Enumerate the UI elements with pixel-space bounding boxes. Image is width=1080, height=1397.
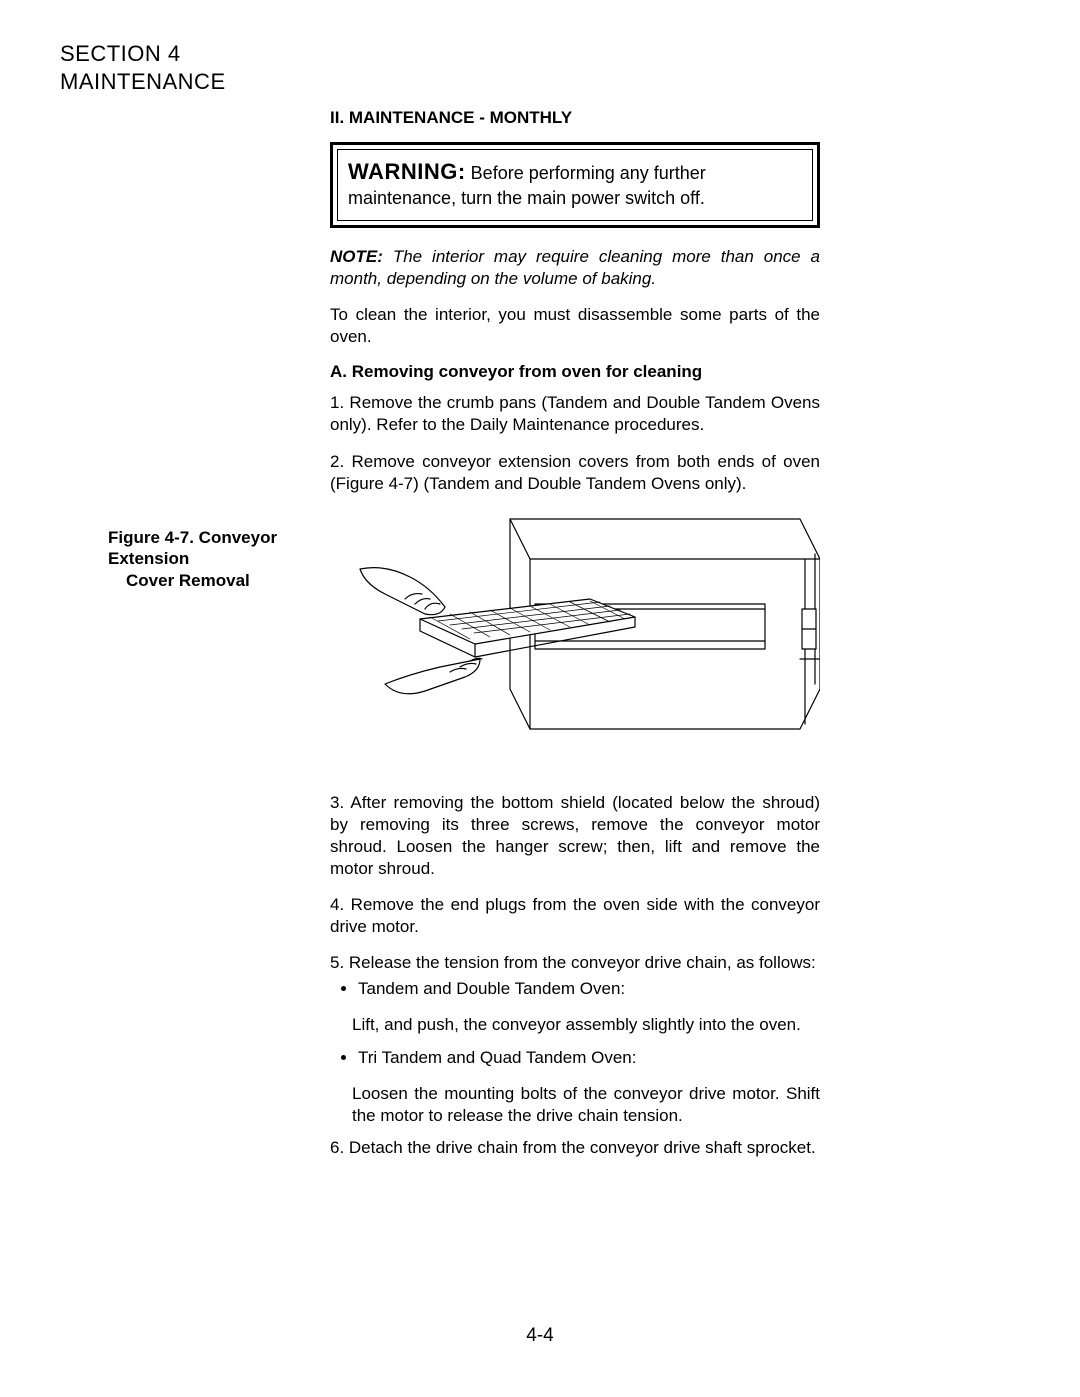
content-column: II. MAINTENANCE - MONTHLY WARNING: Befor… xyxy=(330,108,820,1173)
step-3: 3. After removing the bottom shield (loc… xyxy=(330,792,820,880)
note: NOTE: The interior may require cleaning … xyxy=(330,246,820,290)
section-header: SECTION 4 MAINTENANCE xyxy=(60,40,226,95)
intro-text: To clean the interior, you must disassem… xyxy=(330,304,820,348)
monthly-heading: II. MAINTENANCE - MONTHLY xyxy=(330,108,820,128)
bullet-tandem: Tandem and Double Tandem Oven: xyxy=(358,978,820,1000)
bullet-tandem-body: Lift, and push, the conveyor assembly sl… xyxy=(334,1014,820,1036)
oven-variant-list-2: Tri Tandem and Quad Tandem Oven: xyxy=(330,1047,820,1069)
bullet-tri-quad: Tri Tandem and Quad Tandem Oven: xyxy=(358,1047,820,1069)
step-2: 2. Remove conveyor extension covers from… xyxy=(330,451,820,495)
step-4: 4. Remove the end plugs from the oven si… xyxy=(330,894,820,938)
section-number: SECTION 4 xyxy=(60,40,226,68)
warning-label: WARNING: xyxy=(348,159,466,184)
section-title: MAINTENANCE xyxy=(60,68,226,96)
conveyor-illustration xyxy=(330,509,820,774)
step-1: 1. Remove the crumb pans (Tandem and Dou… xyxy=(330,392,820,436)
page-number: 4-4 xyxy=(0,1325,1080,1347)
note-body: The interior may require cleaning more t… xyxy=(330,247,820,288)
warning-text: WARNING: Before performing any further m… xyxy=(348,163,706,208)
warning-box-inner: WARNING: Before performing any further m… xyxy=(337,149,813,221)
oven-variant-list: Tandem and Double Tandem Oven: xyxy=(330,978,820,1000)
warning-box: WARNING: Before performing any further m… xyxy=(330,142,820,228)
figure-caption: Figure 4-7. Conveyor Extension Cover Rem… xyxy=(108,527,338,591)
figure-caption-l2: Cover Removal xyxy=(108,571,250,590)
section-a-title: A. Removing conveyor from oven for clean… xyxy=(330,362,820,382)
figure-4-7 xyxy=(330,509,820,774)
step-5: 5. Release the tension from the conveyor… xyxy=(330,952,820,974)
page: SECTION 4 MAINTENANCE II. MAINTENANCE - … xyxy=(0,0,1080,1397)
step-6: 6. Detach the drive chain from the conve… xyxy=(330,1137,820,1159)
figure-caption-l1: Figure 4-7. Conveyor Extension xyxy=(108,528,277,568)
bullet-tri-quad-body: Loosen the mounting bolts of the conveyo… xyxy=(334,1083,820,1127)
note-label: NOTE: xyxy=(330,247,383,266)
